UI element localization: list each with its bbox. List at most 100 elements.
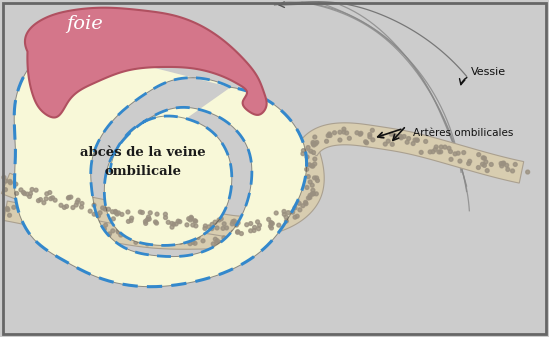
Circle shape xyxy=(49,222,53,225)
Circle shape xyxy=(144,221,148,225)
Circle shape xyxy=(196,236,200,239)
Circle shape xyxy=(165,234,169,238)
Circle shape xyxy=(176,219,180,223)
Circle shape xyxy=(179,240,183,244)
Circle shape xyxy=(107,207,110,211)
Circle shape xyxy=(363,140,367,144)
Circle shape xyxy=(306,196,310,200)
Circle shape xyxy=(145,242,149,246)
Circle shape xyxy=(311,141,315,144)
Circle shape xyxy=(19,188,23,192)
Circle shape xyxy=(166,236,170,240)
Circle shape xyxy=(83,228,87,232)
Circle shape xyxy=(483,156,486,160)
Circle shape xyxy=(298,208,302,212)
Circle shape xyxy=(311,192,315,195)
Circle shape xyxy=(249,222,253,225)
Circle shape xyxy=(193,219,197,223)
Circle shape xyxy=(108,232,111,236)
Circle shape xyxy=(215,241,219,244)
Text: Vessie: Vessie xyxy=(471,67,506,78)
Polygon shape xyxy=(298,123,524,183)
Circle shape xyxy=(172,222,176,226)
Circle shape xyxy=(83,222,87,226)
Circle shape xyxy=(348,136,351,140)
Circle shape xyxy=(428,150,432,154)
Circle shape xyxy=(6,208,10,212)
Circle shape xyxy=(126,219,130,223)
Circle shape xyxy=(338,130,342,134)
Circle shape xyxy=(45,192,49,196)
Circle shape xyxy=(30,188,34,191)
Circle shape xyxy=(312,176,316,180)
Circle shape xyxy=(282,212,286,216)
Circle shape xyxy=(53,198,57,202)
Circle shape xyxy=(23,192,26,195)
Circle shape xyxy=(301,149,305,153)
Circle shape xyxy=(29,192,32,195)
Circle shape xyxy=(230,222,234,226)
Circle shape xyxy=(126,210,130,214)
Circle shape xyxy=(264,228,267,232)
Circle shape xyxy=(4,179,8,183)
Circle shape xyxy=(313,135,317,139)
Circle shape xyxy=(74,203,78,207)
Circle shape xyxy=(222,222,226,226)
Circle shape xyxy=(424,140,428,143)
Circle shape xyxy=(8,181,12,185)
Circle shape xyxy=(368,133,372,136)
Circle shape xyxy=(513,162,517,166)
Circle shape xyxy=(80,202,84,205)
Circle shape xyxy=(156,238,160,241)
Circle shape xyxy=(443,145,447,149)
Circle shape xyxy=(170,221,174,225)
Circle shape xyxy=(95,212,99,216)
Circle shape xyxy=(130,216,133,220)
Circle shape xyxy=(3,188,7,192)
Circle shape xyxy=(92,203,96,207)
Circle shape xyxy=(75,200,79,204)
Circle shape xyxy=(42,201,46,205)
Circle shape xyxy=(311,142,315,146)
Circle shape xyxy=(310,164,313,168)
Circle shape xyxy=(306,175,310,179)
Circle shape xyxy=(116,230,120,234)
Circle shape xyxy=(234,223,238,227)
Circle shape xyxy=(333,131,337,135)
Circle shape xyxy=(236,231,239,234)
Circle shape xyxy=(277,223,281,227)
Circle shape xyxy=(119,233,122,237)
Circle shape xyxy=(221,226,225,230)
Circle shape xyxy=(191,223,195,227)
Circle shape xyxy=(449,157,453,161)
Circle shape xyxy=(419,150,423,154)
Circle shape xyxy=(272,218,276,222)
Circle shape xyxy=(315,176,318,180)
Circle shape xyxy=(311,164,315,168)
Circle shape xyxy=(41,209,45,213)
Circle shape xyxy=(402,134,406,139)
Circle shape xyxy=(355,131,359,135)
Circle shape xyxy=(116,229,120,233)
Text: foie: foie xyxy=(66,14,103,33)
Circle shape xyxy=(413,138,417,142)
Circle shape xyxy=(489,162,493,166)
Circle shape xyxy=(312,151,316,154)
Circle shape xyxy=(21,190,25,194)
Circle shape xyxy=(310,192,314,196)
Circle shape xyxy=(307,163,311,167)
Circle shape xyxy=(281,213,284,217)
Circle shape xyxy=(269,221,273,225)
Circle shape xyxy=(20,211,24,215)
Circle shape xyxy=(304,202,308,206)
Circle shape xyxy=(269,221,273,224)
Circle shape xyxy=(217,218,221,222)
Circle shape xyxy=(270,226,273,230)
Circle shape xyxy=(287,211,290,215)
Circle shape xyxy=(274,211,278,215)
Circle shape xyxy=(15,191,19,195)
Circle shape xyxy=(164,212,167,216)
Circle shape xyxy=(407,136,411,141)
Circle shape xyxy=(14,182,18,186)
Circle shape xyxy=(411,142,415,146)
